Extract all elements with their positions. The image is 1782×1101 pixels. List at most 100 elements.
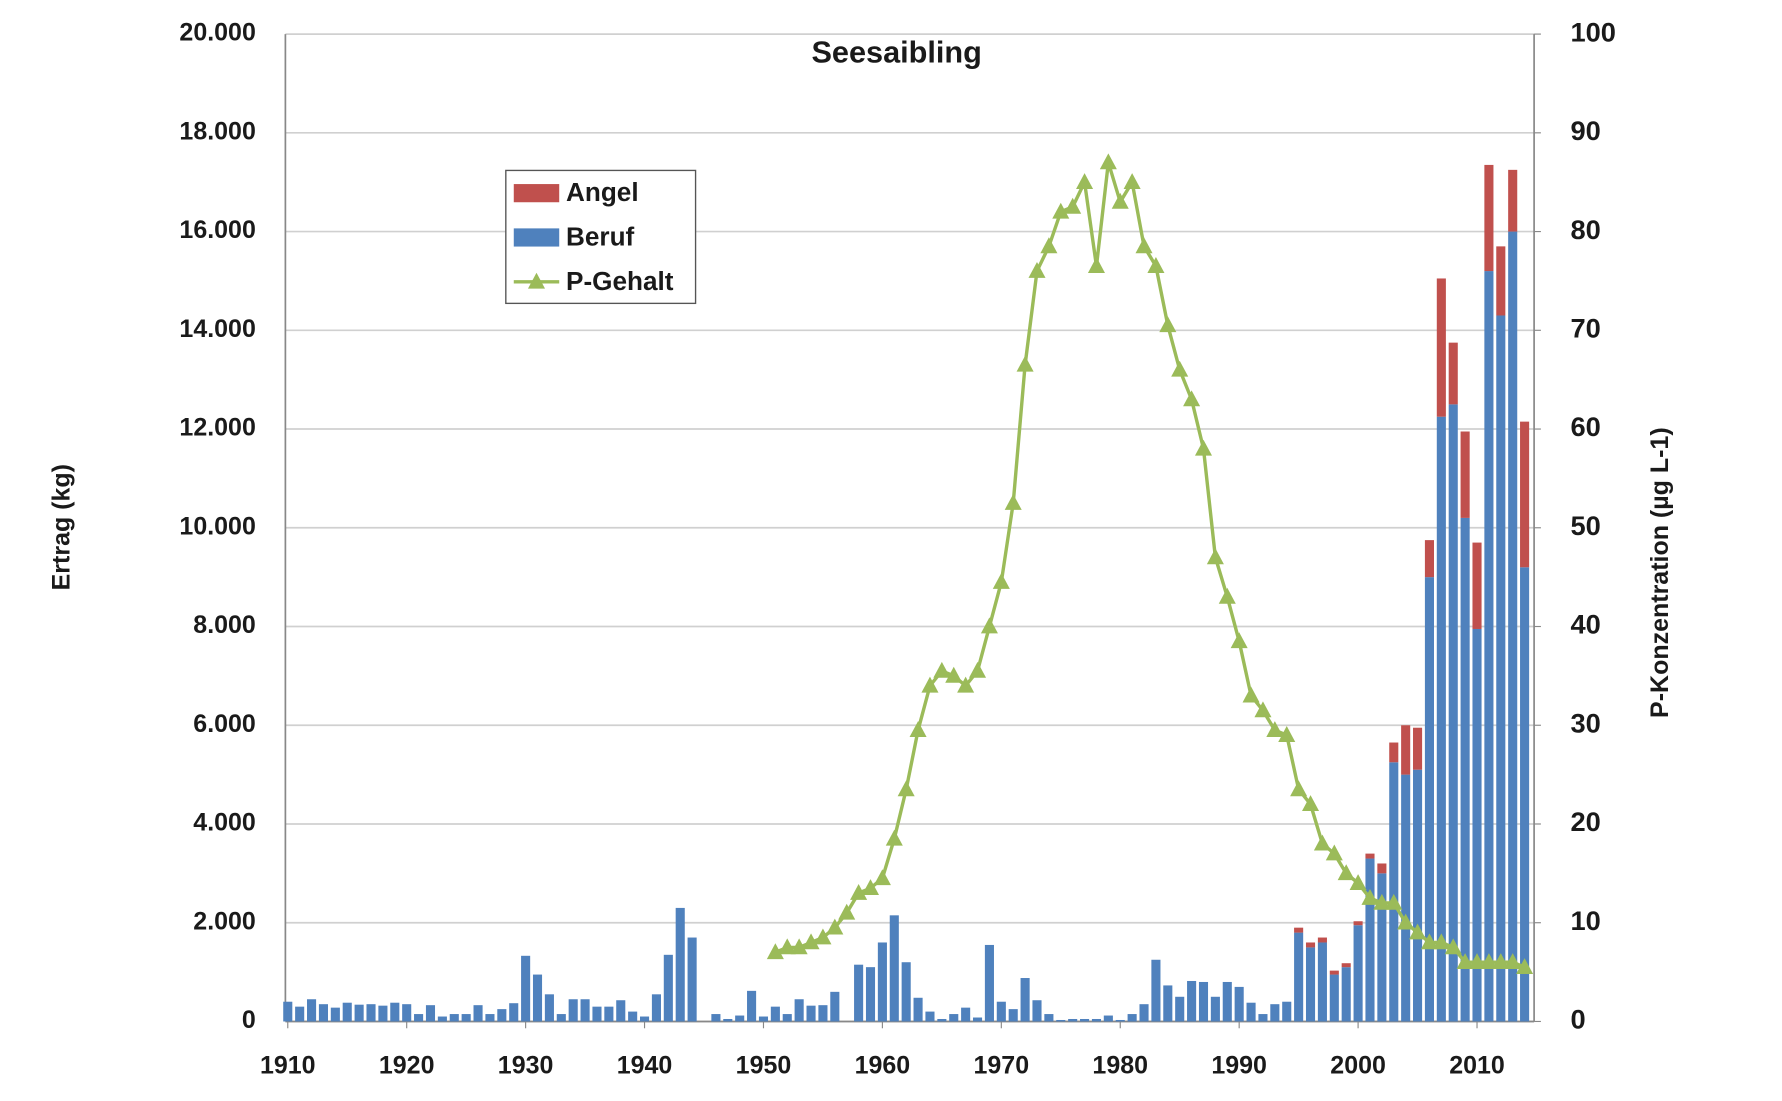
bar [1329,970,1339,975]
bar [295,1006,305,1022]
y-tick-label: 0 [242,1006,256,1034]
bar [425,1005,436,1022]
bar [342,1002,352,1022]
bar [592,1006,602,1022]
line-marker [1171,360,1189,377]
bar [865,967,876,1022]
bar [1068,1018,1078,1022]
line-marker [1194,439,1213,456]
y2-tick-label: 20 [1570,806,1600,837]
line-marker [980,617,998,634]
bar [544,994,554,1022]
bar [307,999,317,1022]
line-marker [1349,874,1367,891]
y2-tick-label: 100 [1570,16,1615,47]
line-marker [1385,893,1403,910]
bar [1008,1009,1018,1022]
bar [996,1001,1006,1022]
line-marker [1183,390,1201,407]
line-marker [1028,261,1046,278]
line-marker [1373,893,1391,910]
y2-tick-label: 60 [1570,411,1600,442]
x-tick-label: 2010 [1449,1052,1505,1080]
line-marker [861,879,880,895]
legend-label: P-Gehalt [566,266,674,296]
bar [366,1004,376,1022]
bar [1258,1014,1268,1022]
bar [687,937,697,1022]
bar [414,1014,424,1022]
line-marker [1302,795,1320,812]
line-marker [802,933,820,950]
bar [1341,967,1351,1022]
line-marker [1099,153,1117,170]
bar [1508,169,1518,232]
bar [1270,1004,1280,1022]
bar [984,944,994,1022]
line-marker [790,938,808,955]
bar [461,1014,471,1022]
bar [1080,1018,1090,1022]
line-marker [945,666,963,683]
chart-title: Seesaibling [811,36,981,70]
line-marker [1492,953,1510,970]
bar [1496,315,1506,1022]
bar [1222,981,1232,1022]
line-marker [969,661,987,678]
y2-tick-label: 80 [1570,214,1600,245]
line-marker [1159,316,1177,333]
bar [532,974,543,1022]
line-marker [933,661,951,678]
line-marker [897,780,915,797]
x-tick-label: 1920 [379,1052,435,1080]
line-marker [1218,587,1236,604]
line-marker [1480,953,1498,970]
bar [1508,231,1518,1022]
bar [1044,1014,1054,1022]
bar [1305,942,1316,948]
line-marker [1123,173,1141,190]
line-marker [1409,923,1427,940]
bar [1056,1019,1066,1022]
line-marker [909,721,927,738]
line-marker [1337,864,1355,881]
bar [1448,404,1458,1022]
line-marker [1420,933,1438,950]
bar [1496,246,1506,316]
line-marker [1016,355,1034,372]
bar [1401,725,1411,775]
legend-swatch [513,184,560,203]
bar [485,1014,495,1022]
y-axis-label: Ertrag (kg) [47,464,75,590]
line-marker [1242,686,1260,703]
bar [1210,996,1220,1022]
bar [330,1007,340,1022]
bar [628,1011,638,1022]
bar [1341,963,1351,968]
x-tick-label: 1980 [1092,1052,1148,1080]
bar [1294,932,1304,1022]
line-marker [1230,632,1248,649]
bar [473,1005,483,1022]
bar [509,1003,519,1022]
y-tick-label: 2.000 [193,907,256,935]
bar [580,999,590,1022]
x-tick-label: 1910 [260,1052,316,1080]
bar [283,1001,293,1022]
y2-tick-label: 90 [1570,115,1600,146]
bar [1020,978,1030,1022]
legend-label: Angel [566,177,639,207]
bar [497,1009,507,1022]
bar [877,942,887,1022]
bar [378,1005,388,1022]
bar [1365,858,1375,1022]
line-marker [1064,197,1082,214]
legend-swatch [527,272,546,289]
bar [1436,278,1446,417]
line-marker [1087,257,1105,273]
bar [889,915,899,1022]
bar [1246,1002,1256,1022]
line-marker [1254,701,1272,718]
line-marker [814,928,832,945]
